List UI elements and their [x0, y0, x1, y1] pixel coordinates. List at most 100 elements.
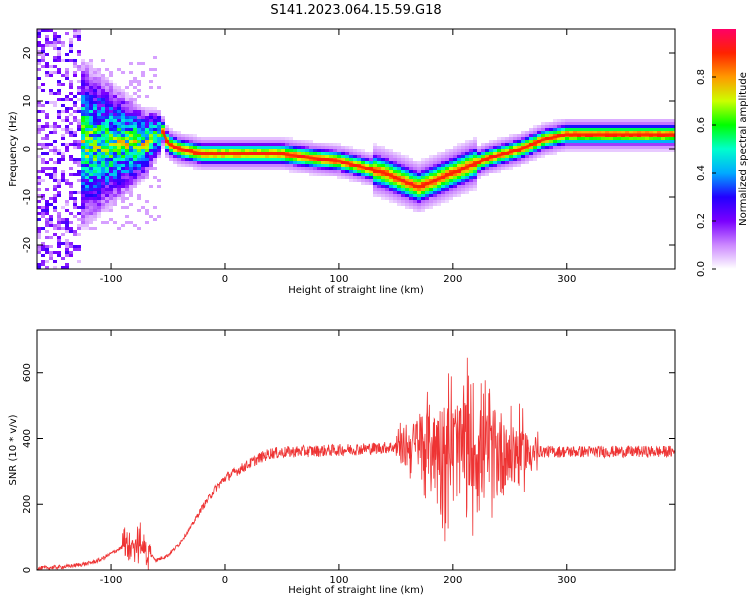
heatmap-cell: [49, 44, 53, 47]
heatmap-cell: [389, 170, 393, 173]
heatmap-cell: [589, 143, 593, 146]
heatmap-cell: [53, 44, 57, 47]
heatmap-cell: [241, 137, 245, 140]
heatmap-cell: [361, 176, 365, 179]
heatmap-cell: [129, 95, 133, 98]
heatmap-cell: [117, 110, 121, 113]
heatmap-cell: [221, 146, 225, 149]
heatmap-cell: [505, 146, 509, 149]
heatmap-cell: [573, 146, 577, 149]
heatmap-cell: [153, 107, 157, 110]
heatmap-cell: [645, 149, 649, 152]
heatmap-cell: [289, 167, 293, 170]
heatmap-cell: [413, 176, 417, 179]
heatmap-cell: [381, 182, 385, 185]
heatmap-cell: [665, 149, 669, 152]
heatmap-cell: [441, 188, 445, 191]
heatmap-cell: [613, 140, 617, 143]
heatmap-cell: [241, 164, 245, 167]
heatmap-cell: [421, 191, 425, 194]
heatmap-cell: [57, 239, 61, 242]
heatmap-cell: [413, 173, 417, 176]
heatmap-cell: [449, 152, 453, 155]
heatmap-cell: [137, 134, 141, 137]
heatmap-cell: [125, 158, 129, 161]
heatmap-cell: [237, 143, 241, 146]
heatmap-cell: [633, 149, 637, 152]
heatmap-cell: [581, 143, 585, 146]
heatmap-cell: [653, 122, 657, 125]
heatmap-cell: [125, 191, 129, 194]
heatmap-cell: [573, 128, 577, 131]
heatmap-cell: [437, 164, 441, 167]
heatmap-cell: [93, 143, 97, 146]
heatmap-cell: [85, 185, 89, 188]
heatmap-cell: [101, 101, 105, 104]
heatmap-cell: [477, 158, 481, 161]
heatmap-cell: [193, 134, 197, 137]
heatmap-cell: [469, 176, 473, 179]
heatmap-cell: [433, 188, 437, 191]
heatmap-cell: [277, 146, 281, 149]
heatmap-cell: [153, 158, 157, 161]
heatmap-cell: [125, 131, 129, 134]
heatmap-cell: [93, 182, 97, 185]
heatmap-cell: [41, 152, 45, 155]
heatmap-cell: [89, 131, 93, 134]
heatmap-cell: [37, 53, 41, 56]
heatmap-cell: [377, 146, 381, 149]
heatmap-x-axis-label: Height of straight line (km): [288, 285, 424, 296]
heatmap-cell: [389, 167, 393, 170]
heatmap-cell: [397, 155, 401, 158]
heatmap-cell: [117, 179, 121, 182]
heatmap-cell: [585, 137, 589, 140]
heatmap-cell: [557, 122, 561, 125]
heatmap-cell: [589, 122, 593, 125]
heatmap-cell: [361, 161, 365, 164]
heatmap-cell: [101, 194, 105, 197]
heatmap-cell: [93, 146, 97, 149]
heatmap-cell: [137, 83, 141, 86]
heatmap-cell: [545, 122, 549, 125]
heatmap-cell: [105, 203, 109, 206]
heatmap-cell: [97, 89, 101, 92]
heatmap-cell: [101, 77, 105, 80]
heatmap-cell: [609, 131, 613, 134]
heatmap-cell: [609, 146, 613, 149]
heatmap-cell: [89, 68, 93, 71]
heatmap-cell: [413, 170, 417, 173]
heatmap-cell: [429, 191, 433, 194]
heatmap-cell: [493, 149, 497, 152]
heatmap-cell: [349, 167, 353, 170]
heatmap-cell: [401, 197, 405, 200]
heatmap-cell: [321, 143, 325, 146]
heatmap-cell: [93, 119, 97, 122]
heatmap-cell: [605, 149, 609, 152]
heatmap-cell: [85, 155, 89, 158]
heatmap-cell: [629, 125, 633, 128]
heatmap-cell: [49, 92, 53, 95]
heatmap-cell: [573, 140, 577, 143]
heatmap-cell: [57, 80, 61, 83]
heatmap-cell: [193, 146, 197, 149]
heatmap-cell: [81, 149, 85, 152]
heatmap-cell: [229, 161, 233, 164]
heatmap-cell: [97, 206, 101, 209]
heatmap-cell: [225, 143, 229, 146]
heatmap-cell: [73, 158, 77, 161]
heatmap-cell: [537, 152, 541, 155]
heatmap-cell: [237, 137, 241, 140]
heatmap-cell: [369, 152, 373, 155]
heatmap-cell: [333, 164, 337, 167]
heatmap-cell: [105, 200, 109, 203]
heatmap-cell: [465, 152, 469, 155]
heatmap-cell: [53, 206, 57, 209]
heatmap-cell: [129, 128, 133, 131]
heatmap-cell: [77, 161, 81, 164]
heatmap-cell: [473, 179, 477, 182]
heatmap-cell: [89, 89, 93, 92]
heatmap-cell: [141, 143, 145, 146]
heatmap-cell: [121, 116, 125, 119]
heatmap-cell: [89, 185, 93, 188]
heatmap-cell: [217, 149, 221, 152]
